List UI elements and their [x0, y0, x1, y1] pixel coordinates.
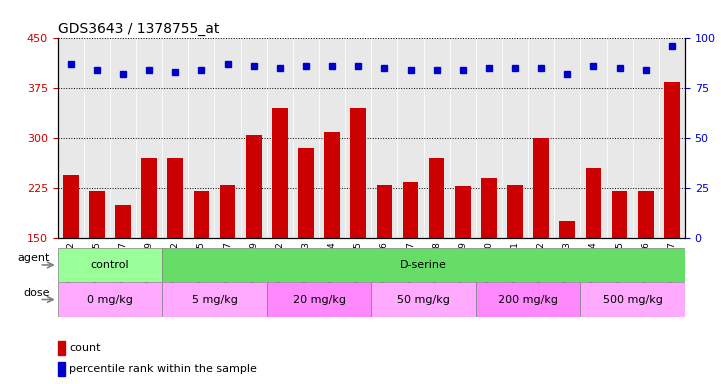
Bar — [89, 192, 105, 238]
Bar — [246, 135, 262, 238]
Text: 50 mg/kg: 50 mg/kg — [397, 295, 450, 305]
Text: dose: dose — [23, 288, 50, 298]
Bar — [559, 222, 575, 238]
Bar — [664, 82, 680, 238]
FancyBboxPatch shape — [58, 248, 162, 282]
Bar — [402, 182, 418, 238]
Bar — [324, 132, 340, 238]
Bar — [507, 185, 523, 238]
FancyBboxPatch shape — [580, 282, 685, 317]
Text: 200 mg/kg: 200 mg/kg — [498, 295, 558, 305]
Bar — [298, 148, 314, 238]
Bar — [141, 158, 157, 238]
FancyBboxPatch shape — [58, 282, 162, 317]
Bar — [350, 108, 366, 238]
Text: D-serine: D-serine — [400, 260, 447, 270]
Text: 0 mg/kg: 0 mg/kg — [87, 295, 133, 305]
Text: count: count — [69, 343, 100, 353]
Bar — [638, 192, 653, 238]
Bar — [429, 158, 444, 238]
FancyBboxPatch shape — [267, 282, 371, 317]
Bar — [63, 175, 79, 238]
Bar — [481, 178, 497, 238]
Bar — [376, 185, 392, 238]
Bar — [167, 158, 183, 238]
FancyBboxPatch shape — [371, 282, 476, 317]
FancyBboxPatch shape — [162, 282, 267, 317]
Bar — [193, 192, 209, 238]
Bar — [272, 108, 288, 238]
Text: agent: agent — [17, 253, 50, 263]
Text: percentile rank within the sample: percentile rank within the sample — [69, 364, 257, 374]
Text: 5 mg/kg: 5 mg/kg — [192, 295, 237, 305]
Bar — [585, 168, 601, 238]
Bar — [220, 185, 235, 238]
FancyBboxPatch shape — [476, 282, 580, 317]
Bar — [58, 341, 65, 355]
Bar — [611, 192, 627, 238]
Text: control: control — [91, 260, 129, 270]
Bar — [58, 362, 65, 376]
Bar — [455, 186, 471, 238]
Text: GDS3643 / 1378755_at: GDS3643 / 1378755_at — [58, 22, 219, 36]
Text: 500 mg/kg: 500 mg/kg — [603, 295, 663, 305]
FancyBboxPatch shape — [162, 248, 685, 282]
Text: 20 mg/kg: 20 mg/kg — [293, 295, 345, 305]
Bar — [534, 138, 549, 238]
Bar — [115, 205, 131, 238]
